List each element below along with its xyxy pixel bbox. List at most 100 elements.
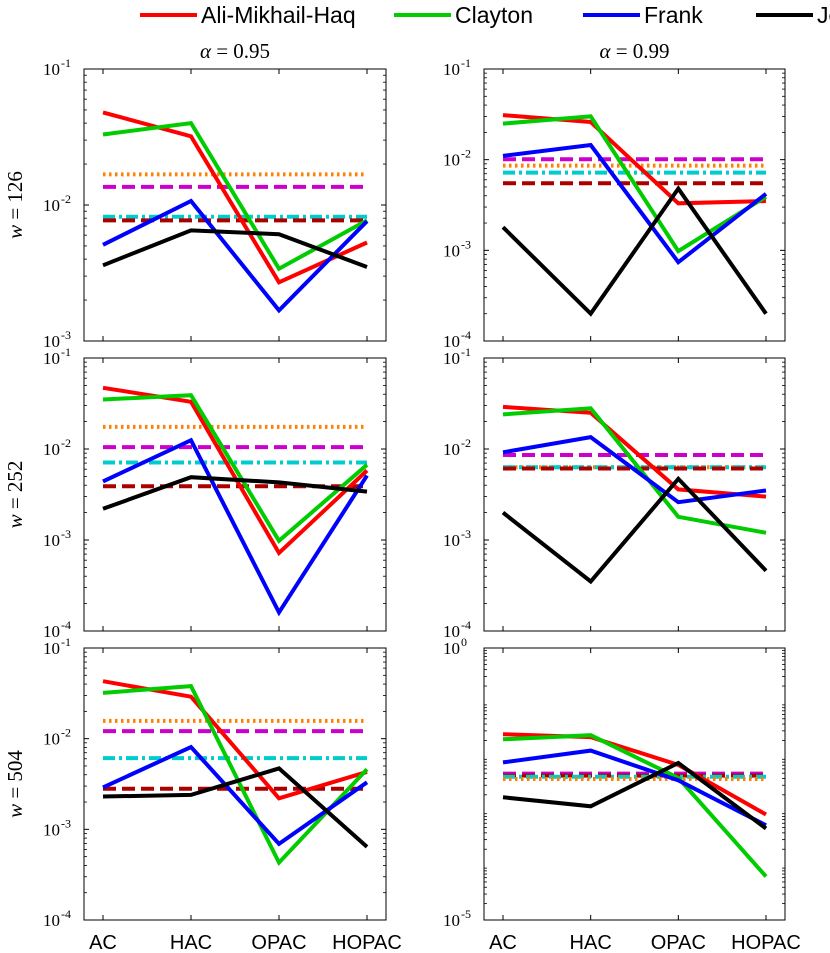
panel-r3-c1: 10-110-210-310 -4AC HAC OPAC HOPAC <box>43 635 402 953</box>
y-tick-label: 10 <box>443 639 460 658</box>
series-line-joe <box>102 475 368 511</box>
y-tick-label: 10 <box>443 440 460 459</box>
legend-label-clayton: Clayton <box>455 2 533 28</box>
x-tick-label-hac: HAC <box>170 932 212 953</box>
y-tick-label: 10 <box>43 911 60 930</box>
y-tick-label: 10 <box>443 349 460 368</box>
y-tick-base: 10 <box>443 349 460 368</box>
series-line-frank <box>102 198 369 314</box>
series-line-ali-mikhail-haq <box>102 110 368 285</box>
x-tick-label-hac: HAC <box>570 932 612 953</box>
y-tick-exponent: 0 <box>461 635 467 649</box>
y-tick-label: 10 <box>43 332 60 351</box>
panel-r1-c2: 10-110-210-310-4 <box>443 56 786 351</box>
row-title-3: w = 504 <box>3 750 27 818</box>
x-tick-label-opac: OPAC <box>651 932 706 953</box>
y-tick-exponent: -4 <box>61 907 71 921</box>
axes-frame <box>483 68 786 342</box>
y-tick-exponent: -2 <box>61 192 71 206</box>
y-tick-base: 10 <box>443 332 460 351</box>
panel-r2-c2: 10-110-210-310-4 <box>443 345 786 641</box>
y-tick-base: 10 <box>43 730 60 749</box>
y-tick-base: 10 <box>43 911 60 930</box>
y-tick-label: 10 <box>43 730 60 749</box>
y-tick-exponent: -1 <box>461 345 471 359</box>
y-tick-exponent: -1 <box>461 56 471 70</box>
y-tick-base: 10 <box>43 60 60 79</box>
column-title-value: = 0.99 <box>610 39 669 63</box>
y-tick-label: 10 <box>43 820 60 839</box>
plot-area <box>102 385 369 617</box>
y-tick-exponent: -3 <box>461 527 471 541</box>
y-tick-label: 10 <box>43 622 60 641</box>
panels: 10 -110 -210 -310 -110 -210 -310 -410 -110 -210 -3… <box>43 56 801 953</box>
y-tick-base: 10 <box>443 639 460 658</box>
column-title-value: = 0.95 <box>211 39 270 63</box>
y-tick-base: 10 <box>443 531 460 550</box>
column-title-2: α = 0.99 <box>599 39 669 63</box>
axes-frame <box>83 647 387 921</box>
y-tick-base: 10 <box>443 911 460 930</box>
y-tick-label: 10 <box>443 241 460 260</box>
y-tick-label: 10 <box>443 60 460 79</box>
y-tick-label: 10 <box>443 151 460 170</box>
column-title-symbol: α <box>599 39 611 63</box>
series-line-joe <box>102 228 368 269</box>
y-tick-label: 10 <box>43 531 60 550</box>
y-tick-base: 10 <box>443 440 460 459</box>
x-tick-label-ac: AC <box>489 932 517 953</box>
y-tick-base: 10 <box>443 151 460 170</box>
series-line-ali-mikhail-haq <box>502 404 767 499</box>
series-line-ali-mikhail-haq <box>102 385 369 557</box>
axes-frame <box>483 357 786 632</box>
plot-area <box>501 113 768 317</box>
y-tick-base: 10 <box>443 60 460 79</box>
y-tick-base: 10 <box>43 196 60 215</box>
row-title-value: = 504 <box>3 750 27 804</box>
y-tick-base: 10 <box>43 639 60 658</box>
y-tick-base: 10 <box>43 531 60 550</box>
column-title-1: α = 0.95 <box>200 39 270 63</box>
y-tick-label: 10 <box>443 911 460 930</box>
y-tick-label: 10 <box>43 639 60 658</box>
y-tick-label: 10 <box>43 60 60 79</box>
legend-label-joe: Joe <box>817 2 830 28</box>
y-tick-exponent: -3 <box>61 816 71 830</box>
series-line-joe <box>501 185 768 317</box>
y-tick-exponent: -3 <box>61 527 71 541</box>
y-tick-exponent: -2 <box>461 147 471 161</box>
y-tick-exponent: -2 <box>461 436 471 450</box>
y-tick-base: 10 <box>43 820 60 839</box>
series-line-clayton <box>102 684 369 867</box>
y-tick-base: 10 <box>443 241 460 260</box>
series-line-frank <box>502 748 767 828</box>
y-tick-base: 10 <box>43 440 60 459</box>
y-tick-base: 10 <box>43 332 60 351</box>
series-line-frank <box>102 744 369 847</box>
legend-label-ali-mikhail-haq: Ali-Mikhail-Haq <box>201 2 356 28</box>
row-title-symbol: w <box>3 514 27 528</box>
y-tick-label: 10 <box>43 349 60 368</box>
plot-area <box>501 404 768 585</box>
plot-area <box>502 732 768 878</box>
y-tick-label: 10 <box>443 531 460 550</box>
series-line-clayton <box>102 393 369 544</box>
y-tick-exponent: -1 <box>61 56 71 70</box>
y-tick-base: 10 <box>43 622 60 641</box>
panel-r3-c2: 10 010 -5AC HAC OPAC HOPAC <box>443 635 801 953</box>
series-line-clayton <box>502 114 768 254</box>
y-tick-exponent: -3 <box>61 328 71 342</box>
x-tick-label-ac: AC <box>89 932 117 953</box>
legend-label-frank: Frank <box>644 2 703 28</box>
y-tick-label: 10 <box>443 622 460 641</box>
y-tick-exponent: -4 <box>461 618 471 632</box>
row-title-value: = 126 <box>3 171 27 225</box>
plot-area <box>102 679 369 867</box>
x-tick-label-hopac: HOPAC <box>332 932 402 953</box>
y-tick-label: 10 <box>443 332 460 351</box>
x-tick-label-hopac: HOPAC <box>731 932 801 953</box>
y-tick-exponent: -4 <box>61 618 71 632</box>
y-tick-exponent: -4 <box>461 328 471 342</box>
